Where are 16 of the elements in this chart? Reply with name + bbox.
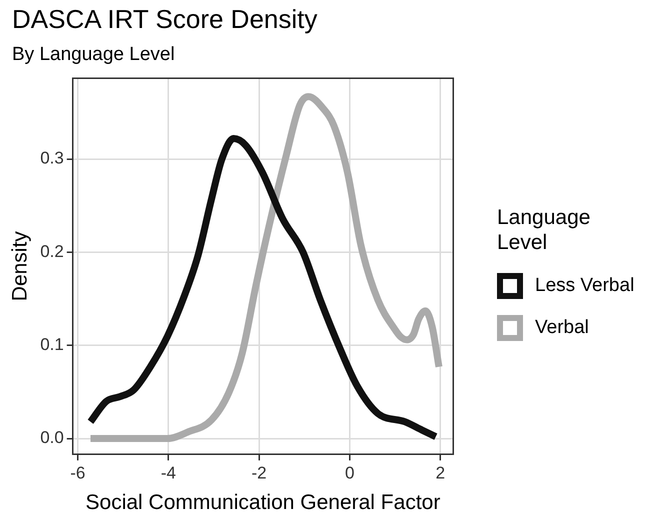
x-tick-label: -6 bbox=[70, 463, 86, 482]
y-tick-label: 0.3 bbox=[40, 148, 64, 168]
chart-subtitle: By Language Level bbox=[12, 44, 175, 66]
y-axis-title: Density bbox=[8, 230, 32, 302]
x-axis-title: Social Communication General Factor bbox=[86, 491, 440, 514]
legend-title: Language Level bbox=[497, 205, 592, 255]
x-tick-label: -4 bbox=[160, 463, 176, 482]
legend-label: Less Verbal bbox=[535, 275, 634, 297]
x-tick-label: -2 bbox=[252, 463, 267, 482]
x-tick-label: 0 bbox=[344, 463, 354, 482]
x-tick-label: 2 bbox=[436, 463, 446, 482]
chart-title: DASCA IRT Score Density bbox=[12, 4, 318, 35]
y-tick-label: 0.2 bbox=[40, 242, 64, 261]
legend-label: Verbal bbox=[535, 317, 589, 339]
y-tick-label: 0.0 bbox=[40, 428, 64, 448]
y-tick-label: 0.1 bbox=[40, 335, 64, 354]
